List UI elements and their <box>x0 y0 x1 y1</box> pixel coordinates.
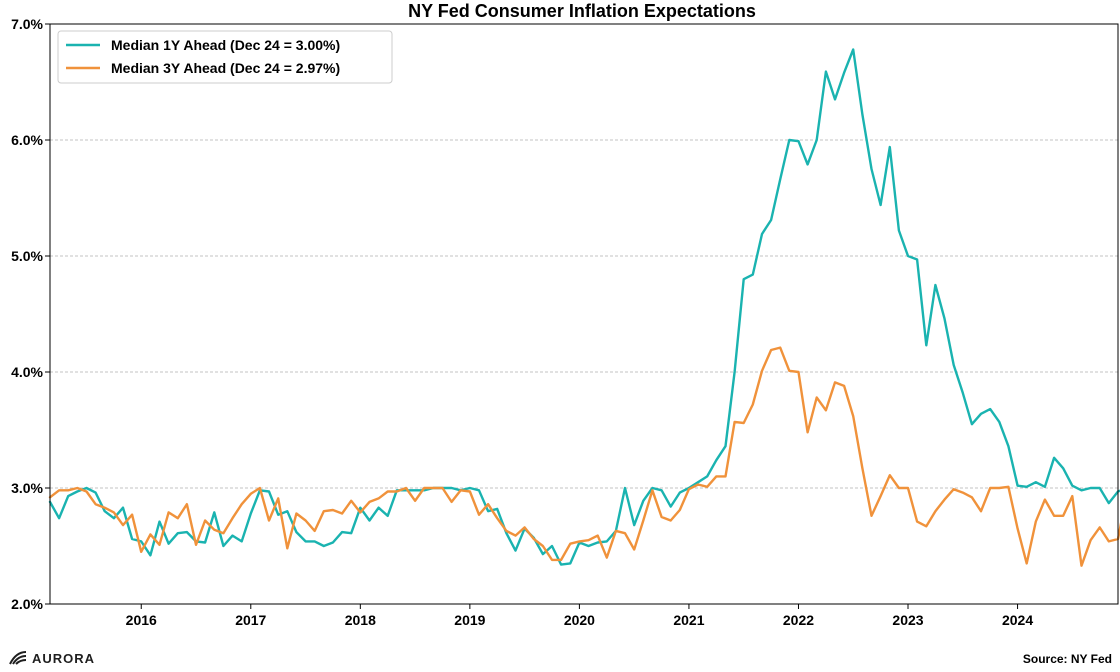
x-tick-label: 2022 <box>783 612 814 628</box>
x-tick-label: 2020 <box>564 612 595 628</box>
chart-title: NY Fed Consumer Inflation Expectations <box>408 1 756 21</box>
x-tick-label: 2016 <box>126 612 157 628</box>
x-tick-label: 2024 <box>1002 612 1033 628</box>
line-chart: NY Fed Consumer Inflation Expectations 2… <box>11 1 1120 628</box>
y-tick-label: 3.0% <box>11 480 43 496</box>
x-tick-label: 2021 <box>673 612 704 628</box>
x-tick-label: 2017 <box>235 612 266 628</box>
y-tick-label: 5.0% <box>11 248 43 264</box>
series-line-1y <box>48 48 1120 566</box>
plot-frame <box>49 23 1119 605</box>
aurora-logo: AURORA <box>8 650 95 666</box>
legend-label-1y: Median 1Y Ahead (Dec 24 = 3.00%) <box>111 37 340 53</box>
y-tick-label: 6.0% <box>11 132 43 148</box>
aurora-logo-text: AURORA <box>32 650 96 666</box>
legend: Median 1Y Ahead (Dec 24 = 3.00%) Median … <box>57 30 393 84</box>
y-tick-label: 4.0% <box>11 364 43 380</box>
x-tick-label: 2019 <box>454 612 485 628</box>
legend-label-3y: Median 3Y Ahead (Dec 24 = 2.97%) <box>111 60 340 76</box>
y-tick-label: 7.0% <box>11 16 43 32</box>
x-tick-label: 2018 <box>345 612 376 628</box>
series-lines <box>48 48 1120 567</box>
x-tick-label: 2023 <box>892 612 923 628</box>
y-tick-label: 2.0% <box>11 596 43 612</box>
legend-box <box>57 30 393 84</box>
x-axis: 2016 2017 2018 2019 2020 2021 2022 2023 2024 <box>126 604 1033 628</box>
y-axis: 2.0% 3.0% 4.0% 5.0% 6.0% 7.0% <box>11 16 50 612</box>
grid-lines <box>50 139 1118 489</box>
source-note: Source: NY Fed <box>1022 652 1112 666</box>
series-line-3y <box>48 346 1120 567</box>
aurora-logo-icon <box>9 651 27 665</box>
